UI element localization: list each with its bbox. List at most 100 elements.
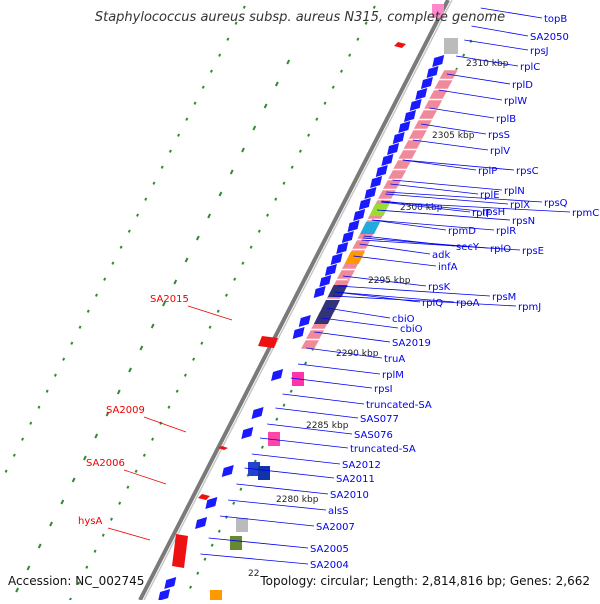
label-leader bbox=[282, 393, 365, 405]
label-leader bbox=[390, 183, 479, 195]
gc-track-dash bbox=[21, 437, 25, 441]
gene-label-rpmc: rpmC bbox=[572, 208, 599, 219]
gene-label-cbio: cbiO bbox=[400, 324, 423, 335]
label-leader bbox=[275, 407, 359, 419]
gc-track-dash bbox=[307, 133, 311, 137]
label-leader bbox=[446, 73, 511, 85]
gene-label-rpsm: rpsM bbox=[492, 292, 516, 303]
label-leader bbox=[412, 139, 489, 151]
gc-track-dash bbox=[275, 417, 279, 421]
gc-track-dash bbox=[274, 197, 278, 201]
gene-arrow bbox=[330, 253, 343, 265]
gc-track-dash bbox=[101, 533, 105, 537]
gene-block bbox=[418, 109, 439, 120]
gene-label-rpld: rplD bbox=[512, 80, 533, 91]
gene-label-rple: rplE bbox=[480, 190, 500, 201]
scale-label: 2285 kbp bbox=[306, 421, 349, 431]
gc-track-dash bbox=[37, 543, 42, 549]
gc-track-dash bbox=[78, 325, 82, 329]
gc-track-dash bbox=[203, 557, 207, 561]
gc-track-dash bbox=[136, 213, 140, 217]
gene-block bbox=[428, 89, 449, 100]
gene-label-rpmd: rpmD bbox=[448, 226, 476, 237]
label-leader bbox=[251, 453, 341, 465]
gene-label-rpln: rplN bbox=[504, 186, 525, 197]
label-leader bbox=[219, 515, 315, 527]
label-leader bbox=[429, 107, 495, 119]
gene-arrow bbox=[387, 143, 400, 155]
gc-track-dash bbox=[224, 293, 228, 297]
scale-label: 2290 kbp bbox=[336, 349, 379, 359]
gc-track-dash bbox=[282, 403, 286, 407]
gc-track-dash bbox=[60, 499, 65, 505]
gc-track-dash bbox=[116, 389, 121, 395]
gene-arrow bbox=[364, 187, 377, 199]
gc-track-dash bbox=[233, 277, 237, 281]
gc-track-dash bbox=[216, 309, 220, 313]
gc-track-dash bbox=[372, 5, 376, 9]
gc-track-dash bbox=[200, 341, 204, 345]
gene-label-sa2050: SA2050 bbox=[530, 32, 569, 43]
reverse-gene-arrow bbox=[198, 494, 210, 500]
gc-track-dash bbox=[111, 261, 115, 265]
gene-label-trua: truA bbox=[384, 354, 405, 365]
gc-track-dash bbox=[348, 53, 352, 57]
label-leader bbox=[306, 347, 383, 359]
gc-track-dash bbox=[128, 367, 132, 373]
gc-track-dash bbox=[239, 487, 243, 491]
gene-label-rpsn: rpsN bbox=[512, 216, 535, 227]
gc-track-dash bbox=[118, 501, 122, 505]
gene-label-adk: adk bbox=[432, 250, 450, 261]
gene-label-rplp: rplP bbox=[478, 166, 497, 177]
gene-arrow bbox=[292, 327, 305, 339]
gene-block-special bbox=[230, 536, 242, 550]
gc-track-dash bbox=[462, 53, 466, 57]
scale-label: 2280 kbp bbox=[276, 495, 319, 505]
gc-track-dash bbox=[339, 69, 343, 73]
label-leader bbox=[267, 423, 353, 435]
gene-block bbox=[299, 339, 320, 350]
gene-arrow bbox=[241, 427, 254, 439]
label-leader bbox=[371, 219, 447, 231]
gene-label-sa2019: SA2019 bbox=[392, 338, 431, 349]
backbone-highlight bbox=[143, 0, 453, 601]
gene-arrow bbox=[298, 315, 311, 327]
gc-track-dash bbox=[26, 565, 31, 571]
label-leader bbox=[123, 469, 167, 485]
gene-block bbox=[433, 79, 454, 90]
gc-track-dash bbox=[275, 81, 279, 87]
gene-label-sa2012: SA2012 bbox=[342, 460, 381, 471]
gc-track-dash bbox=[315, 117, 319, 121]
gene-block bbox=[387, 169, 408, 180]
gc-track-dash bbox=[331, 85, 335, 89]
label-leader bbox=[208, 537, 309, 549]
label-leader bbox=[421, 123, 487, 135]
gc-track-dash bbox=[249, 245, 253, 249]
backbone-line bbox=[138, 0, 450, 601]
gene-block-special bbox=[327, 285, 348, 297]
label-leader bbox=[376, 209, 511, 221]
label-leader bbox=[259, 437, 349, 449]
gene-label-sa2004: SA2004 bbox=[310, 560, 349, 571]
gene-arrow bbox=[409, 99, 422, 111]
gc-track-dash bbox=[195, 235, 200, 241]
gene-label-rplq: rplQ bbox=[422, 298, 443, 309]
gc-track-dash bbox=[85, 565, 89, 569]
gene-label-alss: alsS bbox=[328, 506, 348, 517]
gene-label-rplm: rplM bbox=[382, 370, 404, 381]
gc-track-dash bbox=[193, 101, 197, 105]
gene-block-special bbox=[360, 222, 381, 234]
gc-track-dash bbox=[229, 169, 234, 175]
gene-block bbox=[423, 99, 444, 110]
scale-labels: 2310 kbp 2305 kbp 2300 kbp 2295 kbp 2290 kbp… bbox=[248, 59, 509, 579]
gc-track-dash bbox=[210, 543, 214, 547]
accession-label: Accession: NC_002745 bbox=[8, 574, 145, 588]
gc-track-dash bbox=[134, 469, 138, 473]
gc-track-dash bbox=[207, 213, 212, 219]
label-leader bbox=[314, 331, 391, 343]
gene-label-secy: secY bbox=[456, 242, 480, 253]
label-leader bbox=[321, 317, 399, 329]
label-leader bbox=[381, 200, 481, 212]
gene-label-sa2010: SA2010 bbox=[330, 490, 369, 501]
gene-arrow bbox=[336, 242, 349, 254]
